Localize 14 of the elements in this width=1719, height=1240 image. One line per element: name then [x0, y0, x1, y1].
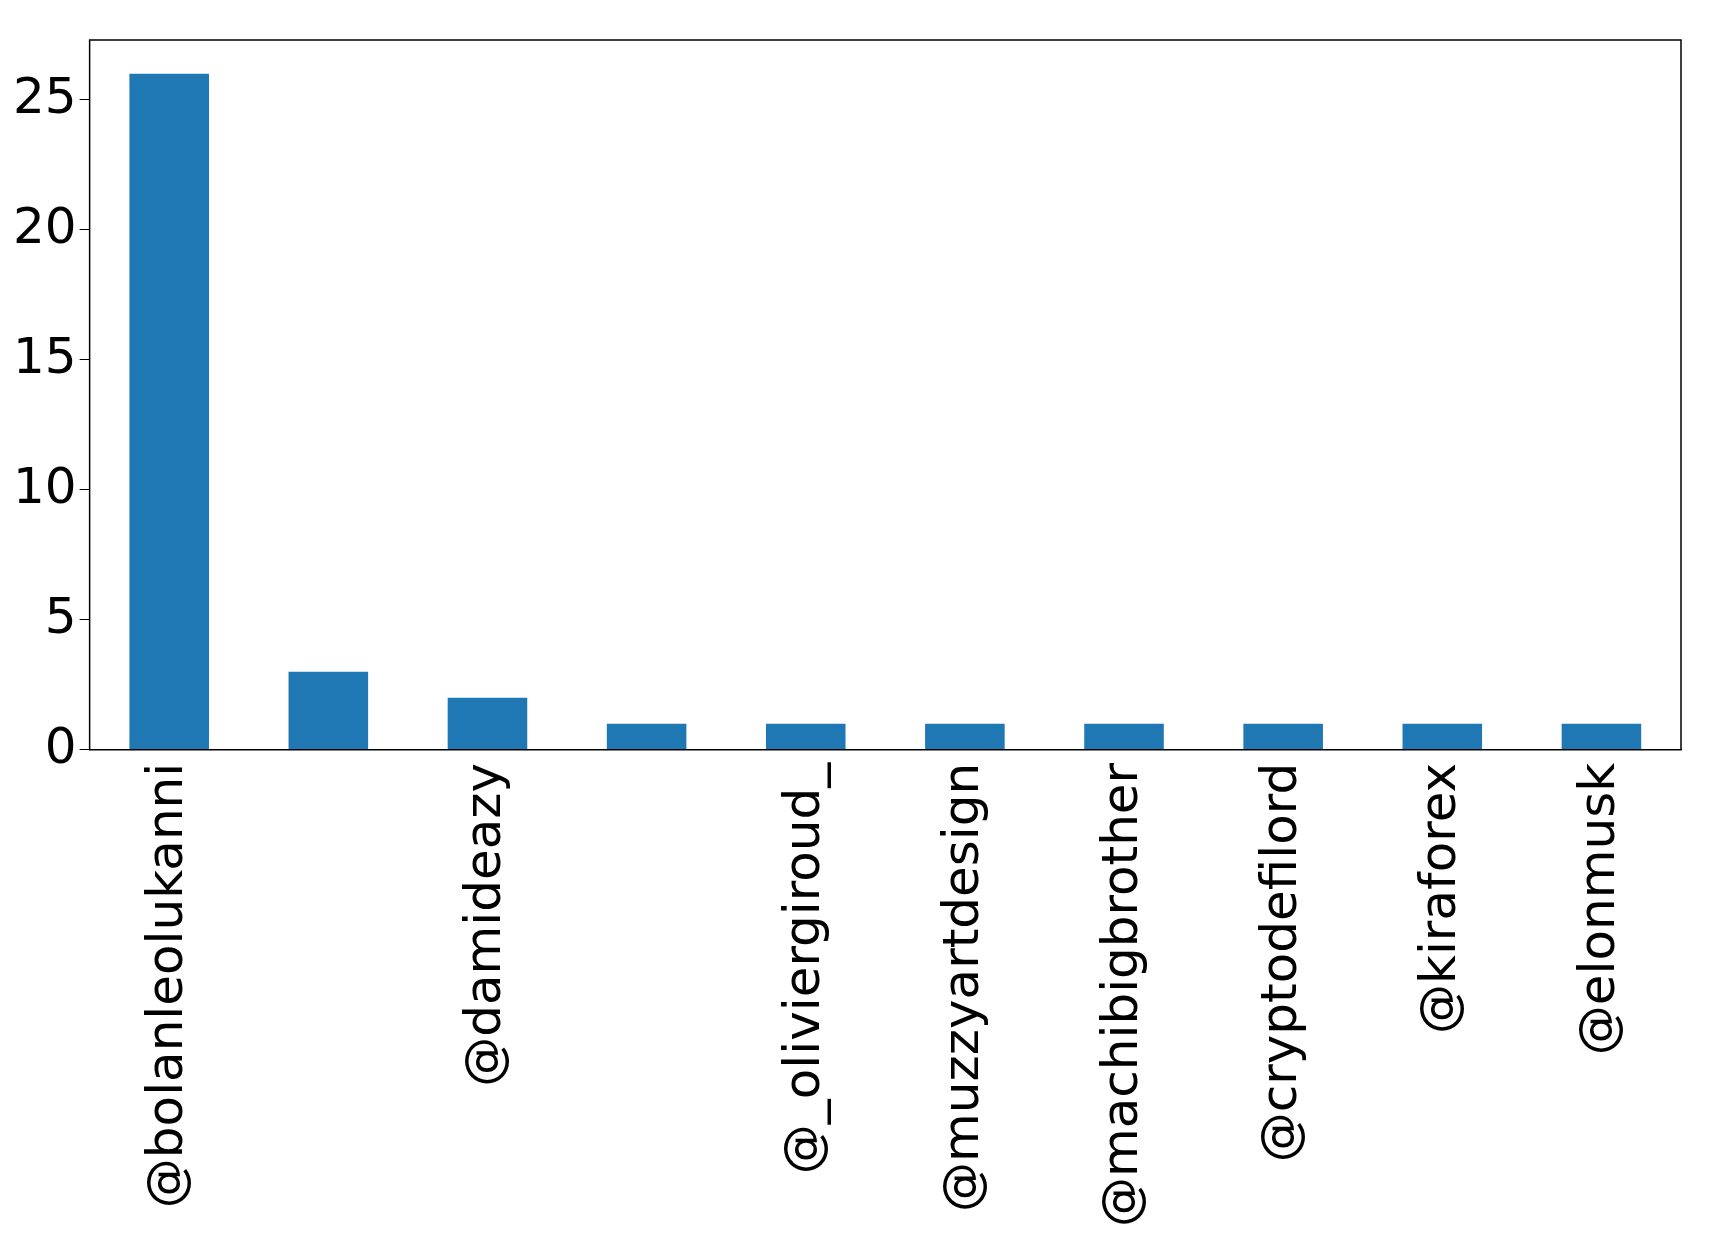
- x-tick-label: @muzzyartdesign: [931, 762, 990, 1212]
- y-tick-label: 15: [13, 326, 77, 385]
- y-tick-label: 10: [13, 456, 77, 515]
- x-tick-label: @kiraforex: [1409, 762, 1468, 1034]
- x-tick-label: @elonmusk: [1568, 762, 1627, 1056]
- x-tick-label: @machibigbrother: [1091, 762, 1149, 1227]
- y-tick-label: 5: [44, 586, 77, 645]
- x-tick-label: @bolanleolukanni: [136, 762, 195, 1209]
- y-tick-label: 25: [13, 66, 77, 125]
- x-tick-label: @cryptodefilord: [1250, 762, 1309, 1163]
- y-tick-label: 0: [44, 716, 77, 775]
- y-tick-label: 20: [13, 196, 77, 255]
- x-tick-label: @damideazy: [454, 762, 513, 1087]
- x-tick-label: @_oliviergiroud_: [772, 761, 831, 1175]
